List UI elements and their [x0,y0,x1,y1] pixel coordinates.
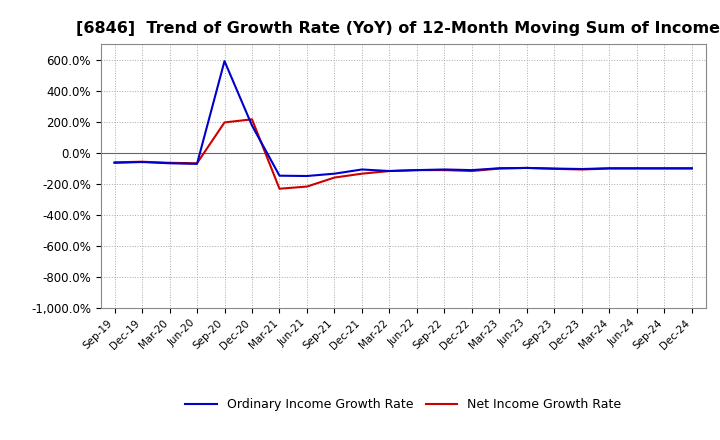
Title: [6846]  Trend of Growth Rate (YoY) of 12-Month Moving Sum of Incomes: [6846] Trend of Growth Rate (YoY) of 12-… [76,21,720,36]
Ordinary Income Growth Rate [385,169,394,174]
Ordinary Income Growth Rate [550,166,559,171]
Ordinary Income Growth Rate [633,165,642,171]
Net Income Growth Rate [275,186,284,191]
Ordinary Income Growth Rate [110,160,119,165]
Ordinary Income Growth Rate [440,167,449,172]
Line: Ordinary Income Growth Rate: Ordinary Income Growth Rate [114,61,692,176]
Net Income Growth Rate [688,166,696,171]
Net Income Growth Rate [523,165,531,171]
Ordinary Income Growth Rate [358,167,366,172]
Net Income Growth Rate [193,161,202,166]
Net Income Growth Rate [660,166,669,171]
Net Income Growth Rate [495,166,504,171]
Ordinary Income Growth Rate [605,165,613,171]
Ordinary Income Growth Rate [275,173,284,178]
Ordinary Income Growth Rate [660,165,669,171]
Ordinary Income Growth Rate [193,161,202,166]
Net Income Growth Rate [302,184,311,189]
Net Income Growth Rate [165,160,174,165]
Ordinary Income Growth Rate [165,161,174,166]
Ordinary Income Growth Rate [302,173,311,179]
Net Income Growth Rate [385,169,394,174]
Ordinary Income Growth Rate [577,166,586,172]
Legend: Ordinary Income Growth Rate, Net Income Growth Rate: Ordinary Income Growth Rate, Net Income … [181,393,626,416]
Net Income Growth Rate [358,171,366,176]
Line: Net Income Growth Rate: Net Income Growth Rate [114,119,692,189]
Ordinary Income Growth Rate [413,168,421,173]
Ordinary Income Growth Rate [467,168,476,173]
Net Income Growth Rate [220,120,229,125]
Ordinary Income Growth Rate [138,159,146,165]
Net Income Growth Rate [138,159,146,165]
Ordinary Income Growth Rate [248,123,256,128]
Net Income Growth Rate [605,166,613,171]
Ordinary Income Growth Rate [330,171,339,176]
Ordinary Income Growth Rate [495,165,504,171]
Net Income Growth Rate [248,117,256,122]
Net Income Growth Rate [633,166,642,171]
Ordinary Income Growth Rate [220,59,229,64]
Net Income Growth Rate [110,160,119,165]
Ordinary Income Growth Rate [688,165,696,171]
Net Income Growth Rate [577,167,586,172]
Net Income Growth Rate [330,175,339,180]
Net Income Growth Rate [550,166,559,172]
Net Income Growth Rate [413,168,421,173]
Net Income Growth Rate [467,169,476,174]
Ordinary Income Growth Rate [523,165,531,171]
Net Income Growth Rate [440,168,449,173]
